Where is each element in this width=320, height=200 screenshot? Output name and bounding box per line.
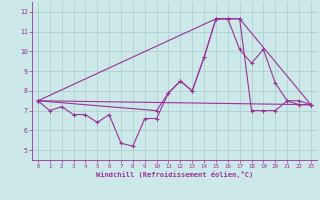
X-axis label: Windchill (Refroidissement éolien,°C): Windchill (Refroidissement éolien,°C) xyxy=(96,171,253,178)
